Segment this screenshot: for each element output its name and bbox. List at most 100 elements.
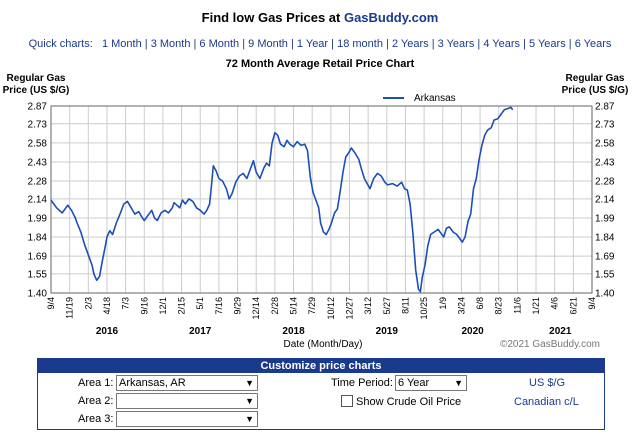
series-line-arkansas: [50, 106, 514, 293]
x-tick-label: 3/24: [456, 297, 466, 315]
separator: |: [190, 38, 200, 50]
x-tick-label: 2/15: [177, 297, 187, 315]
y-axis-title-right: Regular Gas: [566, 73, 625, 84]
quick-chart-link[interactable]: 1 Month: [101, 38, 142, 50]
y-tick-label-right: 2.14: [595, 194, 615, 205]
x-tick-label: 10/25: [419, 297, 429, 320]
y-tick-label-left: 2.28: [28, 177, 48, 188]
x-tick-label: 6/21: [568, 297, 578, 315]
crude-oil-label: Show Crude Oil Price: [356, 396, 462, 408]
x-tick-label: 5/1: [195, 297, 205, 310]
x-tick-label: 8/11: [400, 297, 410, 314]
quick-chart-link[interactable]: 2 Years: [391, 38, 429, 50]
y-tick-label-right: 2.58: [595, 138, 615, 149]
chevron-down-icon: ▼: [454, 378, 463, 388]
area2-label: Area 2:: [78, 395, 114, 407]
quick-chart-link[interactable]: 1 Year: [296, 38, 329, 50]
year-label: 2020: [461, 326, 484, 337]
chart-title: 72 Month Average Retail Price Chart: [225, 58, 415, 70]
y-tick-label-right: 2.43: [595, 157, 615, 168]
x-tick-label: 12/1: [158, 297, 168, 315]
separator: |: [474, 38, 484, 50]
y-axis-title-right: Price (US $/G): [562, 85, 629, 96]
y-tick-label-right: 1.40: [595, 289, 615, 300]
x-tick-label: 2/3: [83, 297, 93, 310]
y-tick-label-left: 1.55: [28, 269, 48, 280]
cad-link[interactable]: Canadian c/L: [514, 396, 579, 408]
legend-label: Arkansas: [414, 93, 456, 104]
x-axis-title: Date (Month/Day): [284, 339, 363, 350]
area3-select[interactable]: ▼: [116, 411, 258, 427]
x-tick-label: 3/12: [363, 297, 373, 315]
x-tick-label: 4/6: [550, 297, 560, 310]
chevron-down-icon: ▼: [245, 396, 254, 406]
quick-chart-link[interactable]: 18 month: [337, 38, 383, 50]
quick-chart-link[interactable]: 6 Years: [574, 38, 612, 50]
y-tick-label-right: 2.87: [595, 102, 615, 113]
crude-oil-checkbox[interactable]: [341, 395, 353, 407]
y-tick-label-right: 2.28: [595, 177, 615, 188]
copyright: ©2021 GasBuddy.com: [500, 339, 600, 350]
usd-link[interactable]: US $/G: [529, 377, 566, 389]
separator: |: [565, 38, 575, 50]
quick-chart-link[interactable]: 3 Years: [437, 38, 475, 50]
x-tick-label: 9/16: [139, 297, 149, 315]
time-period-select[interactable]: 6 Year ▼: [395, 375, 467, 391]
y-tick-label-left: 2.43: [28, 157, 48, 168]
x-tick-label: 10/12: [326, 297, 336, 320]
separator: |: [328, 38, 338, 50]
x-tick-label: 1/9: [438, 297, 448, 310]
y-tick-label-left: 2.14: [28, 194, 48, 205]
customize-panel: Customize price charts Area 1: Arkansas,…: [37, 358, 605, 430]
brand-link[interactable]: GasBuddy.com: [343, 10, 439, 25]
x-tick-label: 7/3: [121, 297, 131, 310]
y-tick-label-left: 2.73: [28, 119, 48, 130]
x-tick-label: 8/23: [494, 297, 504, 315]
separator: |: [428, 38, 438, 50]
page-title: Find low Gas Prices at GasBuddy.com: [201, 10, 439, 25]
area2-select[interactable]: ▼: [116, 393, 258, 409]
quick-charts-bar: Quick charts: 1 Month | 3 Month | 6 Mont…: [0, 38, 640, 50]
year-label: 2019: [376, 326, 399, 337]
quick-chart-link[interactable]: 4 Years: [483, 38, 521, 50]
separator: |: [141, 38, 151, 50]
y-tick-label-left: 1.99: [28, 213, 48, 224]
y-tick-label-left: 2.58: [28, 138, 48, 149]
x-tick-label: 4/18: [102, 297, 112, 315]
x-tick-label: 12/27: [344, 297, 354, 320]
x-tick-label: 2/28: [270, 297, 280, 315]
quick-chart-link[interactable]: 5 Years: [529, 38, 566, 50]
y-tick-label-right: 1.69: [595, 252, 615, 263]
x-tick-label: 9/4: [587, 297, 597, 310]
plot-border: [50, 105, 593, 294]
x-tick-label: 1/21: [531, 297, 541, 315]
separator: |: [520, 38, 529, 50]
quick-chart-link[interactable]: 3 Month: [150, 38, 191, 50]
y-tick-label-left: 2.87: [28, 102, 48, 113]
x-tick-label: 9/29: [233, 297, 243, 315]
y-axis-title-left: Regular Gas: [7, 73, 66, 84]
y-axis-title-left: Price (US $/G): [3, 85, 70, 96]
x-tick-label: 7/29: [307, 297, 317, 315]
chevron-down-icon: ▼: [245, 414, 254, 424]
year-label: 2018: [282, 326, 305, 337]
separator: |: [382, 38, 392, 50]
x-tick-label: 5/14: [289, 297, 299, 315]
year-label: 2017: [189, 326, 212, 337]
x-tick-label: 11/19: [65, 297, 75, 319]
y-tick-label-right: 2.73: [595, 119, 615, 130]
x-tick-label: 12/14: [251, 297, 261, 320]
y-tick-label-right: 1.84: [595, 233, 615, 244]
quick-chart-link[interactable]: 6 Month: [199, 38, 240, 50]
x-tick-label: 11/6: [512, 297, 522, 314]
area1-select[interactable]: Arkansas, AR ▼: [116, 375, 258, 391]
y-tick-label-right: 1.99: [595, 213, 615, 224]
y-tick-label-left: 1.69: [28, 252, 48, 263]
y-tick-label-right: 1.55: [595, 269, 615, 280]
area3-label: Area 3:: [78, 413, 114, 425]
x-tick-label: 6/8: [475, 297, 485, 310]
year-label: 2021: [549, 326, 572, 337]
quick-chart-link[interactable]: 9 Month: [248, 38, 288, 50]
separator: |: [239, 38, 249, 50]
